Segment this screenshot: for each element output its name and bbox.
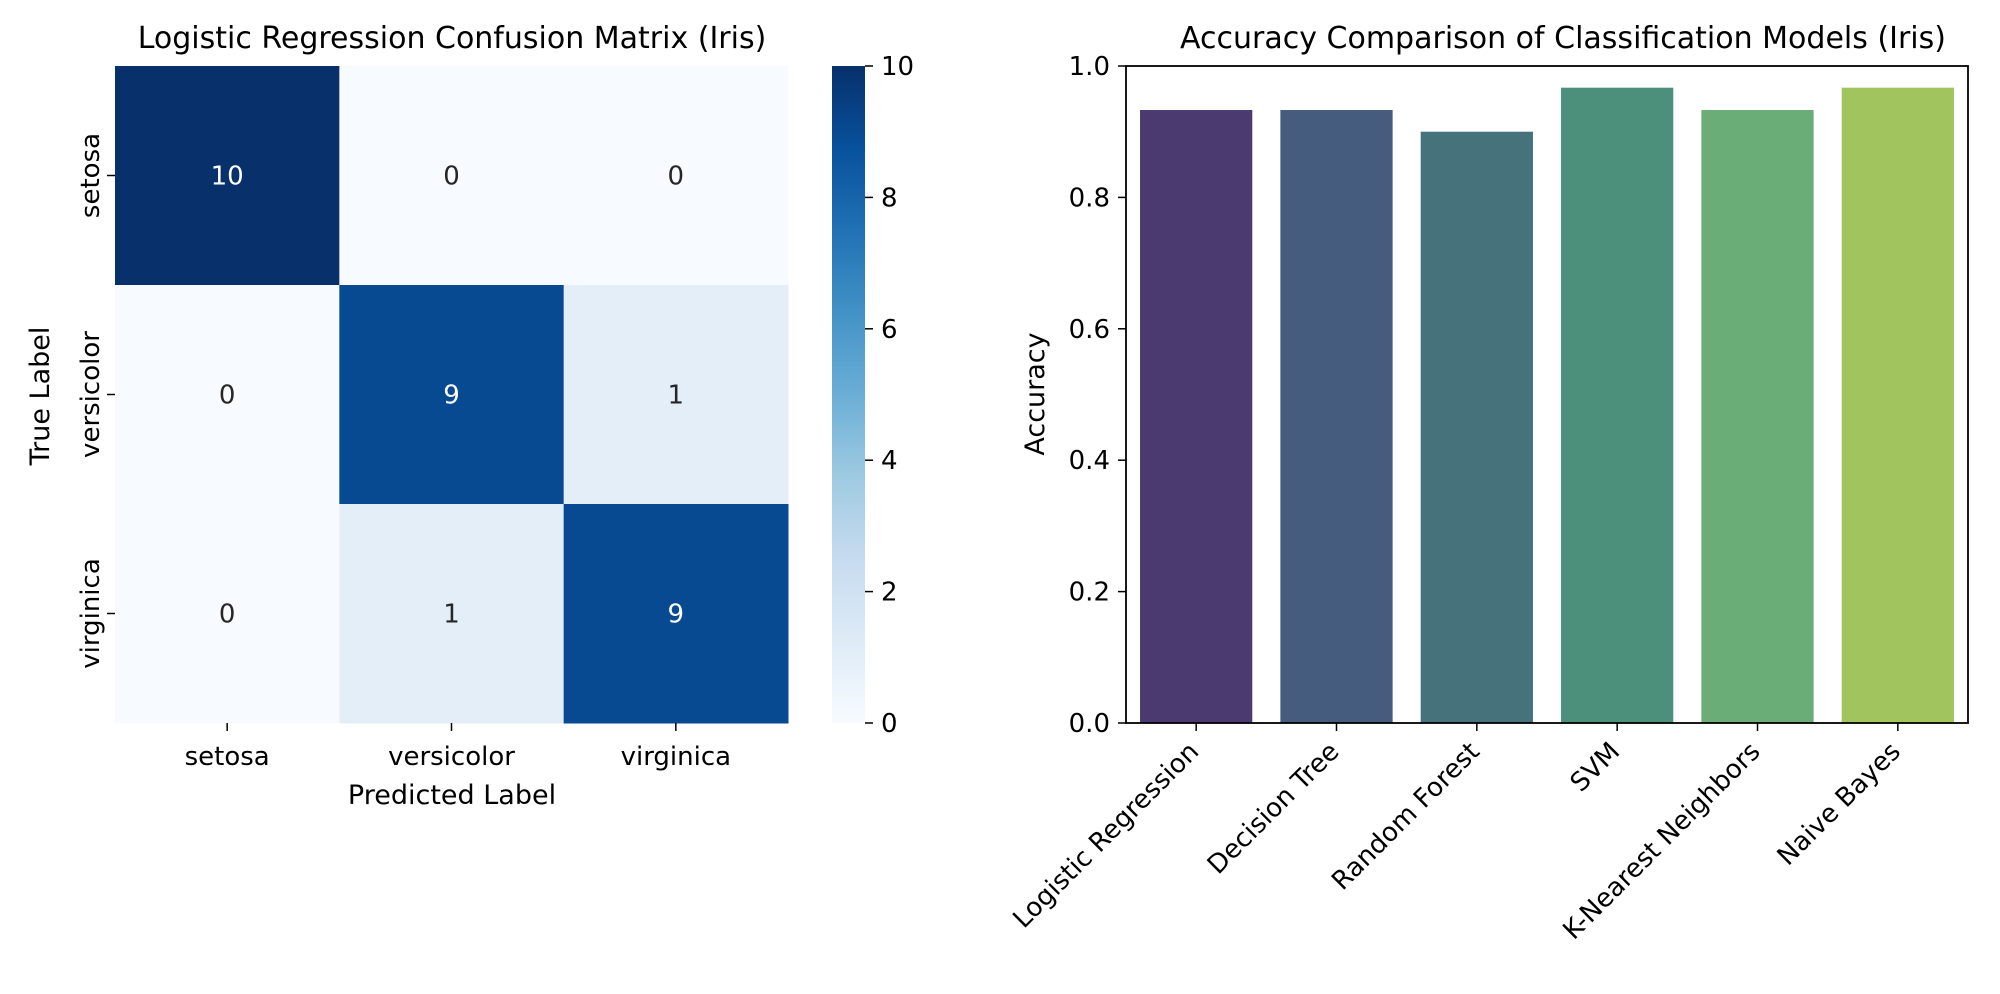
heatmap-cell-label: 9 [668,600,685,630]
confusion-matrix-panel: Logistic Regression Confusion Matrix (Ir… [25,21,789,811]
bar-y-tick-label: 0.0 [1069,709,1110,739]
heatmap-y-axis-label: True Label [25,327,56,467]
bar [1561,87,1674,723]
heatmap-cell-label: 0 [668,162,685,192]
heatmap-cell [339,504,565,724]
heatmap-cell [563,285,789,505]
colorbar-ticks: 0 2 4 6 8 10 [865,52,914,739]
heatmap-x-tick-label: setosa [185,742,270,772]
bar-y-tick-label: 0.6 [1069,315,1110,345]
heatmap-cell [115,285,340,505]
bar [1280,110,1393,724]
bar-plot-frame [1125,65,1969,724]
bar-series [1140,87,1954,724]
heatmap-cell-label: 1 [668,381,685,411]
heatmap-cell [563,504,789,724]
heatmap-cell [115,504,340,724]
bar [1841,87,1954,723]
bar-y-tick-label: 0.4 [1069,446,1110,476]
bar-x-tick-label: SVM [1565,737,1626,798]
bar-y-tick-label: 1.0 [1069,52,1110,82]
heatmap-cell-label: 0 [219,381,236,411]
bar-chart-title: Accuracy Comparison of Classification Mo… [1180,21,1946,56]
heatmap-x-tick-label: versicolor [388,742,515,772]
heatmap-y-axis: setosa versicolor virginica [76,133,115,669]
bar-x-tick-label: Decision Tree [1202,737,1346,881]
heatmap-x-axis-label: Predicted Label [348,780,556,811]
bar [1420,131,1533,723]
heatmap-cell-label: 1 [443,600,460,630]
bar-y-tick-label: 0.8 [1069,183,1110,213]
colorbar-gradient [832,66,865,723]
bar-y-axis-label: Accuracy [1020,332,1051,455]
bar [1701,110,1814,724]
colorbar-tick-label: 0 [881,709,898,739]
bar-x-tick-label: Random Forest [1326,737,1486,897]
heatmap-y-tick-label: setosa [76,133,106,218]
heatmap-cells: 10 0 00 9 10 1 9 [115,66,789,724]
heatmap-cell [339,66,565,286]
heatmap-cell-label: 9 [443,381,460,411]
colorbar: 0 2 4 6 8 10 [832,52,914,739]
heatmap-cell-label: 0 [443,162,460,192]
accuracy-bar-panel: Accuracy Comparison of Classification Mo… [1008,21,1969,946]
heatmap-y-tick-label: virginica [76,558,106,669]
colorbar-tick-label: 2 [881,578,898,608]
heatmap-cell [339,285,565,505]
heatmap-cell [563,66,789,286]
colorbar-tick-label: 8 [881,183,898,213]
heatmap-x-axis: setosa versicolor virginica [185,723,731,772]
heatmap-x-tick-label: virginica [621,742,732,772]
colorbar-tick-label: 4 [881,446,898,476]
bar-x-tick-label: Naive Bayes [1772,737,1907,872]
heatmap-cell-label: 10 [211,162,244,192]
bar-y-tick-label: 0.2 [1069,578,1110,608]
colorbar-tick-label: 10 [881,52,914,82]
heatmap-cell-label: 0 [219,600,236,630]
colorbar-tick-label: 6 [881,315,898,345]
heatmap-cell [115,66,340,286]
bar [1140,110,1253,724]
heatmap-y-tick-label: versicolor [76,331,106,458]
heatmap-title: Logistic Regression Confusion Matrix (Ir… [138,21,767,56]
bar-y-axis: 0.0 0.2 0.4 0.6 0.8 1.0 [1069,52,1126,739]
bar-x-tick-label: Logistic Regression [1008,737,1206,935]
